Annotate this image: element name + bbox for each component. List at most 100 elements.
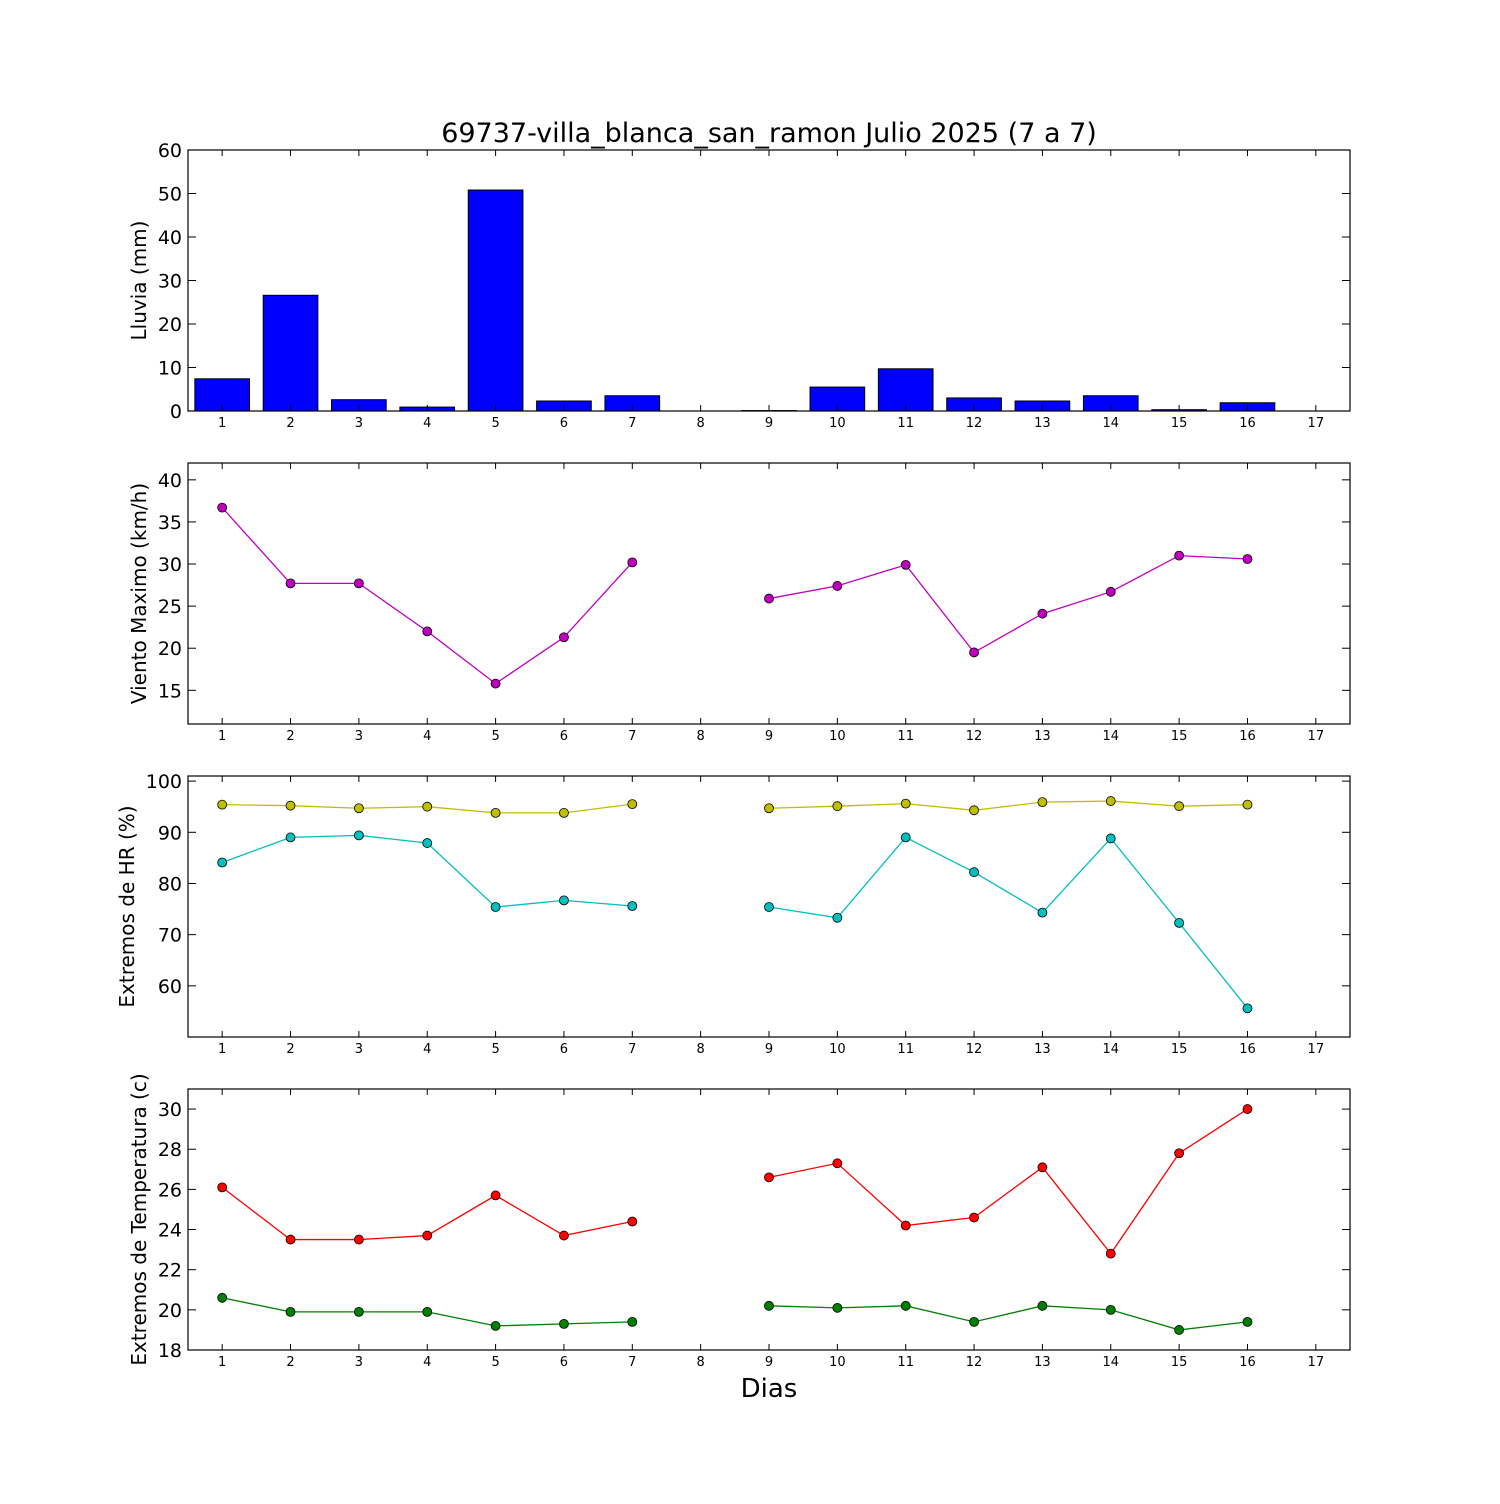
wind-xtick-label-2: 2 [286,729,294,744]
humidity-xtick-label-9: 9 [765,1042,773,1057]
wind-series-0-point-day-6 [559,633,568,642]
temperature-xtick-label-14: 14 [1102,1355,1119,1370]
temperature-xtick-label-12: 12 [966,1355,983,1370]
temperature-series-0-point-day-14 [1106,1249,1115,1258]
wind-xtick-label-6: 6 [560,729,568,744]
rain-xtick-label-6: 6 [560,416,568,431]
humidity-series-0-point-day-12 [970,806,979,815]
humidity-xtick-label-5: 5 [491,1042,499,1057]
temperature-xtick-label-6: 6 [560,1355,568,1370]
humidity-series-1-point-day-7 [628,901,637,910]
temperature-ytick-label-26: 26 [158,1179,182,1201]
temperature-series-0-point-day-6 [559,1231,568,1240]
humidity-series-1-point-day-3 [354,831,363,840]
humidity-xtick-label-6: 6 [560,1042,568,1057]
temperature-series-1-point-day-2 [286,1307,295,1316]
temperature-ytick-label-18: 18 [158,1340,182,1362]
temperature-ytick-label-30: 30 [158,1099,182,1121]
humidity-series-1-point-day-9 [765,903,774,912]
temperature-series-0-point-day-7 [628,1217,637,1226]
humidity-y-axis-label: Extremos de HR (%) [115,805,139,1007]
wind-ytick-label-20: 20 [158,638,182,660]
temperature-series-0-point-day-11 [901,1221,910,1230]
humidity-xtick-label-7: 7 [628,1042,636,1057]
temperature-ytick-label-28: 28 [158,1139,182,1161]
humidity-ytick-label-100: 100 [146,771,182,793]
rain-y-axis-label: Lluvia (mm) [127,221,151,341]
temperature-series-1-point-day-4 [423,1307,432,1316]
humidity-series-0-point-day-2 [286,801,295,810]
humidity-series-1-point-day-12 [970,868,979,877]
temperature-series-1-point-day-15 [1175,1325,1184,1334]
temperature-xtick-label-1: 1 [218,1355,226,1370]
humidity-xtick-label-1: 1 [218,1042,226,1057]
wind-xtick-label-13: 13 [1034,729,1051,744]
humidity-xtick-label-4: 4 [423,1042,431,1057]
x-axis-label: Dias [741,1374,798,1404]
humidity-ytick-label-80: 80 [158,873,182,895]
humidity-series-0-point-day-6 [559,808,568,817]
temperature-xtick-label-16: 16 [1239,1355,1256,1370]
temperature-xtick-label-17: 17 [1308,1355,1325,1370]
rain-xtick-label-1: 1 [218,416,226,431]
humidity-series-1-point-day-15 [1175,918,1184,927]
humidity-xtick-label-13: 13 [1034,1042,1051,1057]
temperature-series-0-point-day-2 [286,1235,295,1244]
humidity-series-0-point-day-5 [491,808,500,817]
temperature-series-0-point-day-3 [354,1235,363,1244]
wind-ytick-label-15: 15 [158,680,182,702]
humidity-xtick-label-3: 3 [355,1042,363,1057]
temperature-ytick-label-20: 20 [158,1300,182,1322]
wind-series-0-point-day-11 [901,560,910,569]
temperature-series-1-point-day-3 [354,1307,363,1316]
humidity-series-1-point-day-2 [286,833,295,842]
temperature-series-1-point-day-1 [218,1293,227,1302]
humidity-series-0-point-day-9 [765,804,774,813]
rain-ytick-label-50: 50 [158,184,182,206]
temperature-series-0-point-day-5 [491,1191,500,1200]
rain-ytick-label-40: 40 [158,227,182,249]
wind-xtick-label-17: 17 [1308,729,1325,744]
wind-xtick-label-7: 7 [628,729,636,744]
wind-series-0-point-day-3 [354,579,363,588]
rain-xtick-label-12: 12 [966,416,983,431]
humidity-series-0-point-day-13 [1038,798,1047,807]
temperature-xtick-label-2: 2 [286,1355,294,1370]
temperature-series-1-point-day-12 [970,1317,979,1326]
wind-series-0-point-day-1 [218,503,227,512]
temperature-xtick-label-11: 11 [897,1355,914,1370]
temperature-series-1-point-day-16 [1243,1317,1252,1326]
humidity-series-1-point-day-10 [833,913,842,922]
humidity-series-1-point-day-13 [1038,908,1047,917]
humidity-ytick-label-90: 90 [158,822,182,844]
wind-xtick-label-15: 15 [1171,729,1188,744]
humidity-xtick-label-17: 17 [1308,1042,1325,1057]
temperature-xtick-label-13: 13 [1034,1355,1051,1370]
wind-series-0-point-day-4 [423,627,432,636]
humidity-series-0-point-day-10 [833,802,842,811]
temperature-series-0-point-day-1 [218,1183,227,1192]
humidity-series-1-point-day-16 [1243,1004,1252,1013]
rain-ytick-label-10: 10 [158,358,182,380]
wind-axes-frame [188,463,1350,724]
wind-xtick-label-11: 11 [897,729,914,744]
rain-ytick-label-60: 60 [158,140,182,162]
wind-ytick-label-35: 35 [158,512,182,534]
wind-series-0-line-1 [769,556,1247,653]
humidity-ytick-label-60: 60 [158,976,182,998]
rain-bar-day-11 [878,369,933,411]
wind-series-0-point-day-13 [1038,609,1047,618]
rain-xtick-label-15: 15 [1171,416,1188,431]
chart-title: 69737-villa_blanca_san_ramon Julio 2025 … [441,118,1097,149]
rain-xtick-label-17: 17 [1308,416,1325,431]
temperature-series-0-point-day-16 [1243,1105,1252,1114]
temperature-series-1-point-day-6 [559,1319,568,1328]
wind-ytick-label-30: 30 [158,554,182,576]
humidity-series-0-point-day-3 [354,804,363,813]
temperature-xtick-label-10: 10 [829,1355,846,1370]
temperature-xtick-label-7: 7 [628,1355,636,1370]
wind-series-0-point-day-9 [765,594,774,603]
rain-xtick-label-9: 9 [765,416,773,431]
